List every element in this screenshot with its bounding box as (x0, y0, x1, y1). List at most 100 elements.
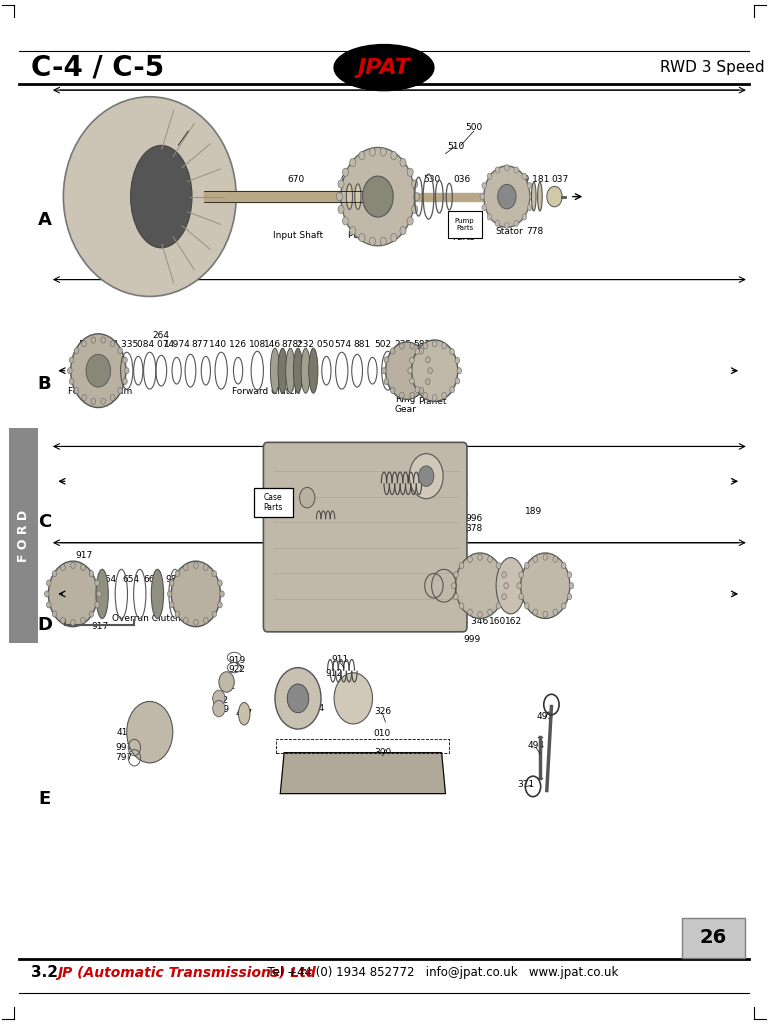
Ellipse shape (96, 569, 108, 618)
Circle shape (423, 343, 428, 349)
Text: B: B (38, 375, 51, 393)
Circle shape (519, 594, 524, 600)
Circle shape (478, 611, 482, 617)
Circle shape (455, 553, 505, 618)
Circle shape (408, 368, 412, 374)
Circle shape (48, 561, 98, 627)
Text: 906: 906 (303, 519, 320, 527)
Circle shape (127, 701, 173, 763)
Circle shape (498, 184, 516, 209)
Circle shape (362, 176, 393, 217)
Text: 410: 410 (117, 728, 134, 736)
Circle shape (167, 591, 172, 597)
Text: 507: 507 (455, 214, 472, 222)
Text: 070 034: 070 034 (341, 175, 378, 183)
Circle shape (502, 594, 506, 600)
Text: 574: 574 (334, 340, 351, 348)
Circle shape (118, 347, 122, 353)
Circle shape (390, 348, 395, 354)
Ellipse shape (334, 44, 434, 90)
Ellipse shape (355, 184, 361, 209)
Circle shape (341, 147, 415, 246)
Text: 996
378: 996 378 (465, 514, 482, 532)
Circle shape (543, 554, 548, 560)
Text: 520: 520 (492, 175, 508, 183)
Text: 084 074: 084 074 (137, 340, 174, 348)
Text: JPAT: JPAT (358, 57, 410, 78)
Circle shape (275, 668, 321, 729)
Text: 257: 257 (182, 575, 199, 584)
Circle shape (525, 562, 529, 568)
Circle shape (457, 368, 462, 374)
Text: C: C (38, 513, 51, 531)
Circle shape (502, 571, 506, 578)
Circle shape (380, 238, 386, 246)
Ellipse shape (301, 348, 310, 393)
Circle shape (454, 594, 458, 600)
Circle shape (455, 357, 460, 364)
Circle shape (488, 609, 492, 615)
Text: Forward Drum: Forward Drum (68, 387, 133, 395)
Circle shape (419, 387, 424, 393)
Circle shape (386, 342, 429, 399)
Text: 146: 146 (264, 340, 281, 348)
Circle shape (459, 562, 464, 568)
Text: 881: 881 (354, 340, 371, 348)
Circle shape (522, 173, 527, 179)
Circle shape (432, 341, 437, 347)
Circle shape (514, 220, 518, 226)
Ellipse shape (531, 182, 536, 211)
Ellipse shape (270, 348, 280, 393)
Circle shape (343, 168, 349, 176)
Circle shape (569, 583, 574, 589)
Text: 371: 371 (518, 780, 535, 788)
Text: 494: 494 (528, 741, 545, 750)
Circle shape (525, 603, 529, 609)
Ellipse shape (278, 348, 287, 393)
Circle shape (97, 591, 101, 597)
Circle shape (184, 617, 188, 624)
Circle shape (217, 580, 222, 586)
Circle shape (118, 388, 122, 394)
Text: 264: 264 (153, 332, 170, 340)
Circle shape (543, 611, 548, 617)
FancyBboxPatch shape (682, 918, 745, 958)
Text: C-4 / C-5: C-4 / C-5 (31, 53, 164, 82)
Circle shape (442, 343, 446, 349)
Text: 009: 009 (429, 464, 445, 472)
Text: 530: 530 (424, 175, 441, 183)
Text: Overrun Clutch: Overrun Clutch (111, 614, 180, 623)
Circle shape (204, 617, 208, 624)
Circle shape (111, 394, 115, 400)
Circle shape (359, 233, 365, 242)
Text: 878*: 878* (282, 340, 303, 348)
Circle shape (52, 611, 57, 617)
Circle shape (468, 609, 472, 615)
Text: E: E (38, 790, 51, 808)
Text: Stator: Stator (495, 227, 523, 236)
Circle shape (487, 173, 492, 179)
Circle shape (533, 609, 538, 615)
Circle shape (504, 583, 508, 589)
Text: 160: 160 (489, 617, 506, 626)
Text: 989: 989 (165, 575, 182, 584)
Text: 300: 300 (374, 749, 391, 757)
Circle shape (450, 348, 455, 354)
Text: 664: 664 (99, 575, 116, 584)
Circle shape (528, 205, 532, 211)
Circle shape (170, 602, 174, 608)
Circle shape (528, 182, 532, 188)
Circle shape (495, 167, 500, 173)
Text: Front
Planet: Front Planet (418, 387, 447, 406)
Circle shape (452, 583, 456, 589)
Text: 189: 189 (525, 508, 542, 516)
Polygon shape (280, 753, 445, 794)
Text: 905: 905 (443, 483, 460, 492)
Circle shape (488, 556, 492, 562)
Circle shape (442, 392, 446, 398)
Circle shape (47, 580, 51, 586)
Circle shape (413, 193, 419, 201)
Circle shape (217, 602, 222, 608)
Text: 510: 510 (447, 142, 464, 151)
Ellipse shape (293, 348, 303, 393)
